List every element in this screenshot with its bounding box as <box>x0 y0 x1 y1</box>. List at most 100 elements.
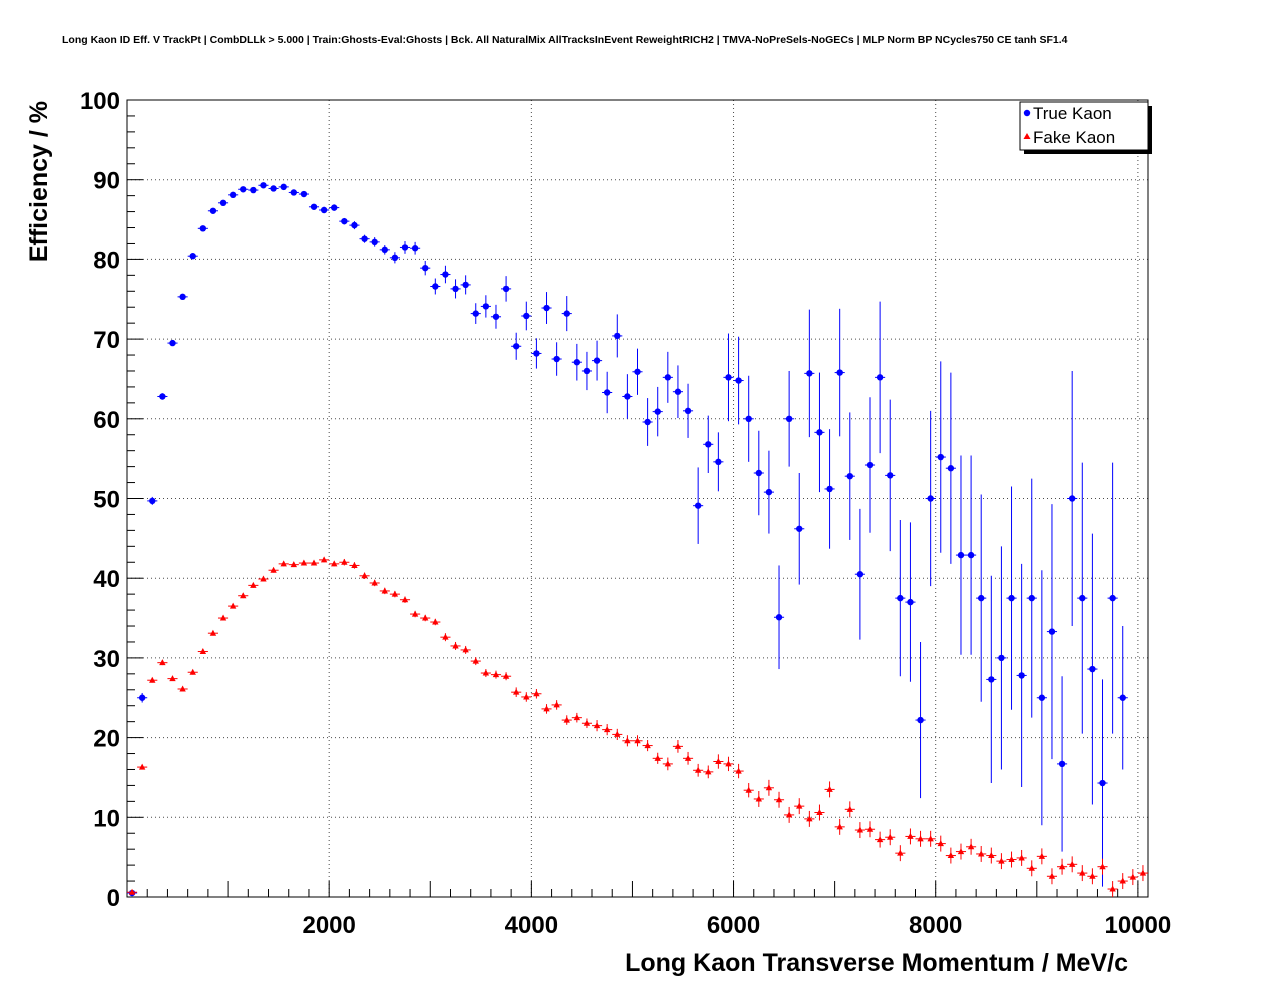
y-tick-label: 90 <box>93 168 120 195</box>
data-point <box>1119 694 1126 701</box>
chart-title: Long Kaon ID Eff. V TrackPt | CombDLLk >… <box>62 34 1068 46</box>
data-point <box>1008 594 1015 602</box>
data-point <box>341 558 348 565</box>
data-point <box>502 285 510 293</box>
x-tick-label: 2000 <box>302 912 355 939</box>
data-point <box>836 823 843 830</box>
data-point <box>715 458 722 466</box>
data-point <box>512 688 520 695</box>
data-point <box>998 654 1005 662</box>
data-point <box>1058 760 1066 768</box>
data-point <box>310 203 318 210</box>
data-point <box>472 657 479 664</box>
data-point <box>705 768 712 775</box>
legend: True Kaon Fake Kaon <box>1019 101 1152 154</box>
data-point <box>199 225 207 232</box>
data-point <box>836 369 843 376</box>
data-point <box>159 659 166 666</box>
x-tick-label: 4000 <box>505 912 558 939</box>
data-point <box>169 675 176 682</box>
data-point <box>624 737 631 744</box>
data-point <box>897 594 904 602</box>
data-point <box>229 602 237 609</box>
data-point <box>219 199 227 207</box>
data-point <box>937 453 944 461</box>
data-point <box>674 388 682 395</box>
data-point <box>937 840 944 847</box>
data-point <box>876 374 884 381</box>
data-point <box>401 596 409 603</box>
data-point <box>876 836 884 843</box>
data-point <box>563 310 570 317</box>
data-point <box>229 191 237 199</box>
data-point <box>725 760 732 767</box>
data-point <box>947 465 955 472</box>
data-point <box>846 805 853 812</box>
data-point <box>826 785 833 792</box>
data-point <box>432 283 439 290</box>
data-point <box>209 207 217 214</box>
data-point <box>705 441 712 448</box>
legend-marker-true-kaon <box>1023 109 1031 117</box>
data-point <box>583 719 591 726</box>
data-point <box>533 350 540 357</box>
data-point <box>351 221 358 229</box>
data-point <box>664 760 672 767</box>
data-point <box>1099 779 1106 787</box>
data-point <box>816 429 823 436</box>
data-point <box>1079 594 1086 602</box>
data-point <box>260 182 267 189</box>
data-point <box>806 815 813 822</box>
data-point <box>1109 885 1116 892</box>
legend-label-fake-kaon: Fake Kaon <box>1033 128 1115 147</box>
data-point <box>209 629 217 636</box>
data-point <box>988 852 995 859</box>
data-point <box>1038 694 1046 701</box>
data-point <box>260 575 267 582</box>
data-point <box>684 754 692 761</box>
data-point <box>502 672 510 679</box>
data-point <box>775 614 783 621</box>
grid-lines <box>127 100 1148 897</box>
data-point <box>624 393 631 400</box>
data-point <box>482 303 490 310</box>
legend-marker-fake-kaon <box>1023 133 1031 139</box>
data-point <box>725 374 732 381</box>
data-point <box>1089 665 1096 673</box>
x-tick-label: 8000 <box>909 912 962 939</box>
data-point <box>694 766 702 773</box>
data-point <box>826 485 833 493</box>
data-point <box>1018 672 1025 679</box>
data-point <box>341 217 348 225</box>
data-point <box>856 571 864 578</box>
data-point <box>452 285 459 293</box>
series-true-kaon <box>127 182 1128 897</box>
data-point <box>603 726 611 733</box>
data-point <box>138 763 146 770</box>
data-point <box>694 502 702 509</box>
data-point <box>492 313 500 320</box>
data-point <box>573 359 581 366</box>
data-point <box>543 705 550 712</box>
data-point <box>270 185 277 192</box>
x-tick-label: 10000 <box>1105 912 1172 939</box>
x-tick-label: 6000 <box>707 912 760 939</box>
data-point <box>492 671 500 678</box>
data-point <box>614 730 621 737</box>
data-point <box>250 581 257 588</box>
data-point <box>957 551 965 559</box>
data-point <box>957 848 965 855</box>
data-point <box>947 852 955 859</box>
data-point <box>1028 864 1035 871</box>
data-point <box>846 472 853 480</box>
data-point <box>1119 877 1126 884</box>
data-point <box>320 206 328 214</box>
data-point <box>422 264 429 272</box>
data-point <box>745 415 752 422</box>
data-point <box>280 560 287 567</box>
y-tick-label: 70 <box>93 327 120 354</box>
data-point <box>907 598 914 606</box>
data-point <box>715 758 722 765</box>
data-point <box>422 614 429 621</box>
